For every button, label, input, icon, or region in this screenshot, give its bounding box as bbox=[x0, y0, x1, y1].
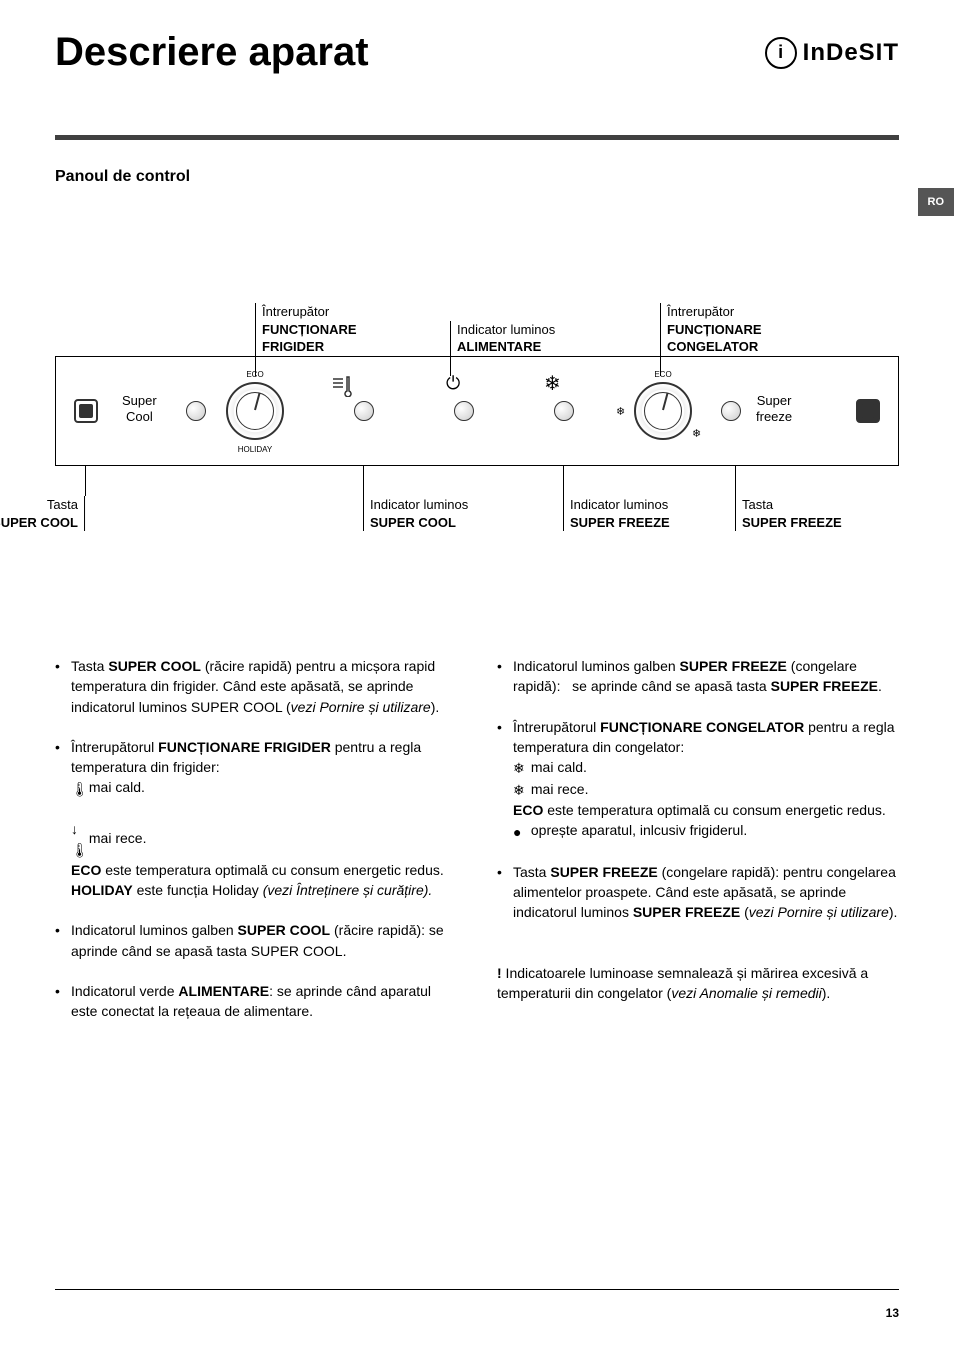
callout-supercool-light: Indicator luminos SUPER COOL bbox=[363, 496, 468, 531]
bullet-item: •Indicatorul luminos galben SUPER FREEZE… bbox=[497, 656, 899, 697]
callout-superfreeze-light: Indicator luminos SUPER FREEZE bbox=[563, 496, 670, 531]
callout-supercool-btn: Tasta SUPER COOL bbox=[0, 496, 85, 531]
supercool-label: SuperCool bbox=[122, 393, 157, 424]
language-tab: RO bbox=[918, 188, 954, 216]
supercool-button-light bbox=[186, 401, 206, 421]
callout-superfreeze-btn: Tasta SUPER FREEZE bbox=[735, 496, 842, 531]
body-columns: •Tasta SUPER COOL (răcire rapidă) pentru… bbox=[55, 656, 899, 1042]
power-indicator bbox=[454, 401, 474, 421]
thermometer-icon bbox=[331, 375, 355, 397]
section-title: Panoul de control bbox=[55, 168, 899, 186]
superfreeze-label: Superfreeze bbox=[756, 393, 792, 424]
left-column: •Tasta SUPER COOL (răcire rapidă) pentru… bbox=[55, 656, 457, 1042]
superfreeze-button-icon bbox=[856, 399, 880, 423]
control-panel-diagram: Întrerupător FUNCȚIONARE FRIGIDER Indica… bbox=[55, 286, 899, 546]
header-rule bbox=[55, 135, 899, 140]
control-panel: SuperCool ECO HOLIDAY ⏻ bbox=[55, 356, 899, 466]
brand-logo: i InDeSIT bbox=[765, 37, 899, 69]
bullet-item: •Întrerupătorul FUNCȚIONARE CONGELATOR p… bbox=[497, 717, 899, 842]
bullet-item: •Tasta SUPER FREEZE (congelare rapidă): … bbox=[497, 862, 899, 923]
bullet-item: •Indicatorul luminos galben SUPER COOL (… bbox=[55, 920, 457, 961]
snowflake-small-icon-2: ❄ bbox=[692, 427, 701, 440]
page-number: 13 bbox=[886, 1306, 899, 1320]
freezer-dial: ECO bbox=[634, 382, 692, 440]
fridge-dial: ECO HOLIDAY bbox=[226, 382, 284, 440]
warning-note: ! Indicatoarele luminoase semnalează și … bbox=[497, 963, 899, 1004]
bullet-item: •Tasta SUPER COOL (răcire rapidă) pentru… bbox=[55, 656, 457, 717]
footer-rule bbox=[55, 1289, 899, 1290]
callout-power-light: Indicator luminos ALIMENTARE bbox=[450, 321, 555, 356]
callout-fridge-switch: Întrerupător FUNCȚIONARE FRIGIDER bbox=[255, 303, 357, 356]
power-icon: ⏻ bbox=[446, 373, 460, 394]
bullet-item: •Indicatorul verde ALIMENTARE: se aprind… bbox=[55, 981, 457, 1022]
logo-text: InDeSIT bbox=[803, 39, 899, 67]
callout-freezer-switch: Întrerupător FUNCȚIONARE CONGELATOR bbox=[660, 303, 762, 356]
bullet-item: •Întrerupătorul FUNCȚIONARE FRIGIDER pen… bbox=[55, 737, 457, 901]
page-title: Descriere aparat bbox=[55, 30, 369, 75]
snowflake-small-icon: ❄ bbox=[616, 405, 625, 418]
logo-i-icon: i bbox=[765, 37, 797, 69]
superfreeze-button-light bbox=[721, 401, 741, 421]
snowflake-icon: ❄ bbox=[544, 371, 561, 396]
supercool-indicator bbox=[354, 401, 374, 421]
right-column: •Indicatorul luminos galben SUPER FREEZE… bbox=[497, 656, 899, 1042]
superfreeze-indicator bbox=[554, 401, 574, 421]
supercool-button-icon bbox=[74, 399, 98, 423]
